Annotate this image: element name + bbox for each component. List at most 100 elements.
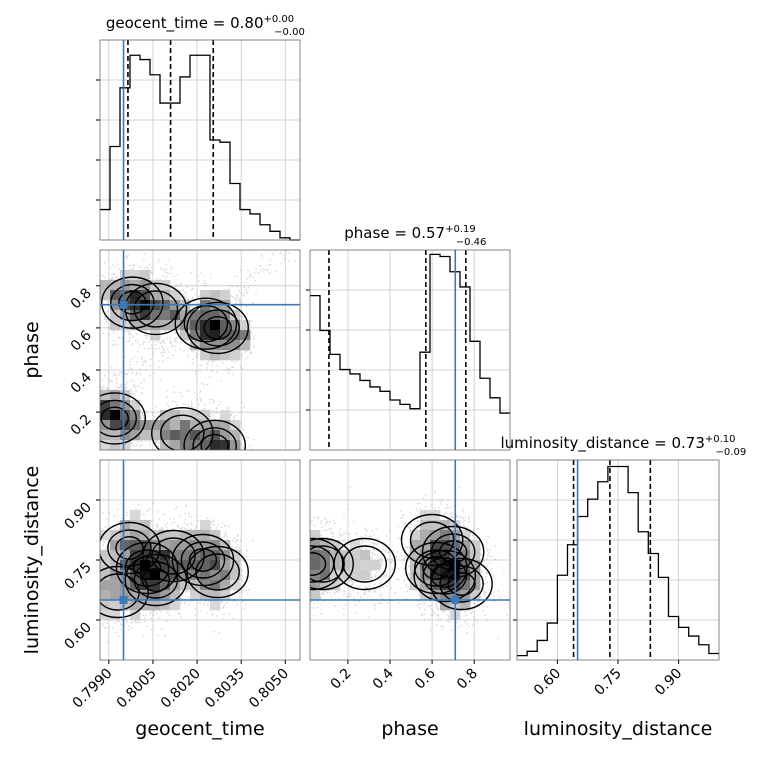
- density-cell: [310, 540, 321, 551]
- density-cell: [170, 550, 181, 561]
- density-cell: [470, 560, 481, 571]
- title-plus-geocent_time: +0.00: [264, 14, 295, 25]
- ytick-label-phase-1: 0.4: [68, 369, 95, 396]
- density-cell: [220, 580, 231, 591]
- density-cell: [140, 290, 151, 301]
- hist-step-luminosity_distance: [517, 465, 719, 657]
- contour-phase_vs_geocent_time-1-1: [133, 290, 179, 328]
- density-cell: [170, 440, 181, 450]
- density-cell: [170, 310, 181, 321]
- density-cell: [410, 540, 421, 551]
- density-cell: [410, 570, 421, 581]
- density-cell: [200, 310, 211, 321]
- density-cell: [160, 540, 171, 551]
- xtick-label-phase-1: 0.4: [370, 665, 397, 692]
- hist-step-phase: [310, 253, 510, 414]
- xtick-label-luminosity_distance-1: 0.75: [591, 666, 624, 699]
- density-cell: [220, 430, 231, 441]
- density-cell: [140, 430, 151, 441]
- contour-phase_vs_geocent_time-6-2: [200, 433, 229, 450]
- density-cell: [410, 550, 421, 561]
- density-cell: [360, 570, 371, 581]
- ytick-label-luminosity_distance-1: 0.75: [61, 560, 94, 593]
- density-cell: [230, 340, 241, 351]
- density-cell: [120, 430, 131, 441]
- ytick-label-phase-2: 0.6: [68, 327, 95, 354]
- density-panel-phase_vs_geocent_time: [99, 249, 301, 451]
- contour-luminosity_distance_vs_phase-5-0: [430, 557, 493, 611]
- density-cell: [150, 590, 161, 601]
- density-cell: [230, 320, 241, 331]
- contour-phase_vs_geocent_time-3-1: [183, 304, 229, 343]
- hist-step-geocent_time: [100, 54, 300, 241]
- density-cell: [210, 320, 221, 331]
- density-cell: [460, 540, 471, 551]
- ytick-label-luminosity_distance-0: 0.60: [61, 620, 94, 653]
- density-cell: [200, 520, 211, 531]
- contour-phase_vs_geocent_time-1-0: [124, 282, 188, 336]
- density-cell: [140, 600, 151, 611]
- ylabel-luminosity_distance: luminosity_distance: [21, 466, 43, 655]
- title-main-luminosity_distance: luminosity_distance = 0.73: [500, 434, 704, 453]
- contour-luminosity_distance_vs_phase-6-0: [400, 513, 464, 567]
- density-cell: [330, 550, 341, 561]
- contour-luminosity_distance_vs_phase-1-0: [310, 537, 354, 591]
- density-cell: [180, 320, 191, 331]
- contour-luminosity_distance_vs_geocent_time-5-0: [186, 545, 249, 599]
- density-cell: [220, 410, 231, 421]
- title-minus-geocent_time: −0.00: [274, 27, 305, 38]
- hist-panel-luminosity_distance: luminosity_distance = 0.73+0.10−0.09: [500, 434, 746, 661]
- contour-luminosity_distance_vs_phase-4-0: [421, 525, 485, 579]
- density-cell: [320, 580, 331, 591]
- density-cell: [100, 440, 111, 450]
- density-cell: [410, 580, 421, 591]
- density-cell: [210, 310, 221, 321]
- contour-phase_vs_geocent_time-0-1: [110, 283, 155, 322]
- density-cell: [160, 580, 171, 591]
- density-cell: [310, 560, 321, 571]
- density-cell: [190, 320, 201, 331]
- density-cell: [160, 430, 171, 441]
- density-cell: [140, 580, 151, 591]
- density-cell: [190, 570, 201, 581]
- density-panel-luminosity_distance_vs_phase: [309, 459, 511, 661]
- density-cell: [130, 610, 141, 621]
- density-cell: [330, 580, 341, 591]
- contour-luminosity_distance_vs_phase-3-0: [413, 549, 477, 603]
- density-cell: [150, 430, 161, 441]
- density-cell: [460, 580, 471, 591]
- xtick-label-phase-2: 0.6: [412, 665, 439, 692]
- density-cell: [310, 550, 321, 561]
- contour-luminosity_distance_vs_phase-2-1: [414, 549, 459, 587]
- density-cell: [120, 310, 131, 321]
- density-cell: [150, 420, 161, 431]
- density-cell: [230, 350, 241, 361]
- density-cell: [230, 560, 241, 571]
- density-cell: [420, 550, 431, 561]
- density-cell: [210, 330, 221, 341]
- density-cell: [160, 440, 171, 450]
- density-cell: [130, 550, 141, 561]
- density-cell: [140, 270, 151, 281]
- density-cell: [120, 320, 131, 331]
- density-cell: [190, 590, 201, 601]
- density-cell: [240, 330, 251, 341]
- density-cell: [100, 560, 111, 571]
- density-cell: [100, 580, 111, 591]
- xtick-label-geocent_time-3: 0.8035: [202, 666, 248, 712]
- density-cell: [430, 590, 441, 601]
- density-cell: [100, 390, 111, 401]
- density-cell: [170, 290, 181, 301]
- density-cell: [200, 540, 211, 551]
- density-cell: [130, 400, 141, 411]
- density-cell: [220, 540, 231, 551]
- density-cell: [360, 560, 371, 571]
- contour-luminosity_distance_vs_geocent_time-0-2: [115, 536, 144, 560]
- density-cell: [220, 440, 231, 450]
- density-cell: [440, 540, 451, 551]
- density-cell: [220, 350, 231, 361]
- density-cell: [110, 310, 121, 321]
- title-main-geocent_time: geocent_time = 0.80: [106, 14, 264, 33]
- density-cell: [190, 540, 201, 551]
- contour-luminosity_distance_vs_geocent_time-1-2: [132, 556, 162, 580]
